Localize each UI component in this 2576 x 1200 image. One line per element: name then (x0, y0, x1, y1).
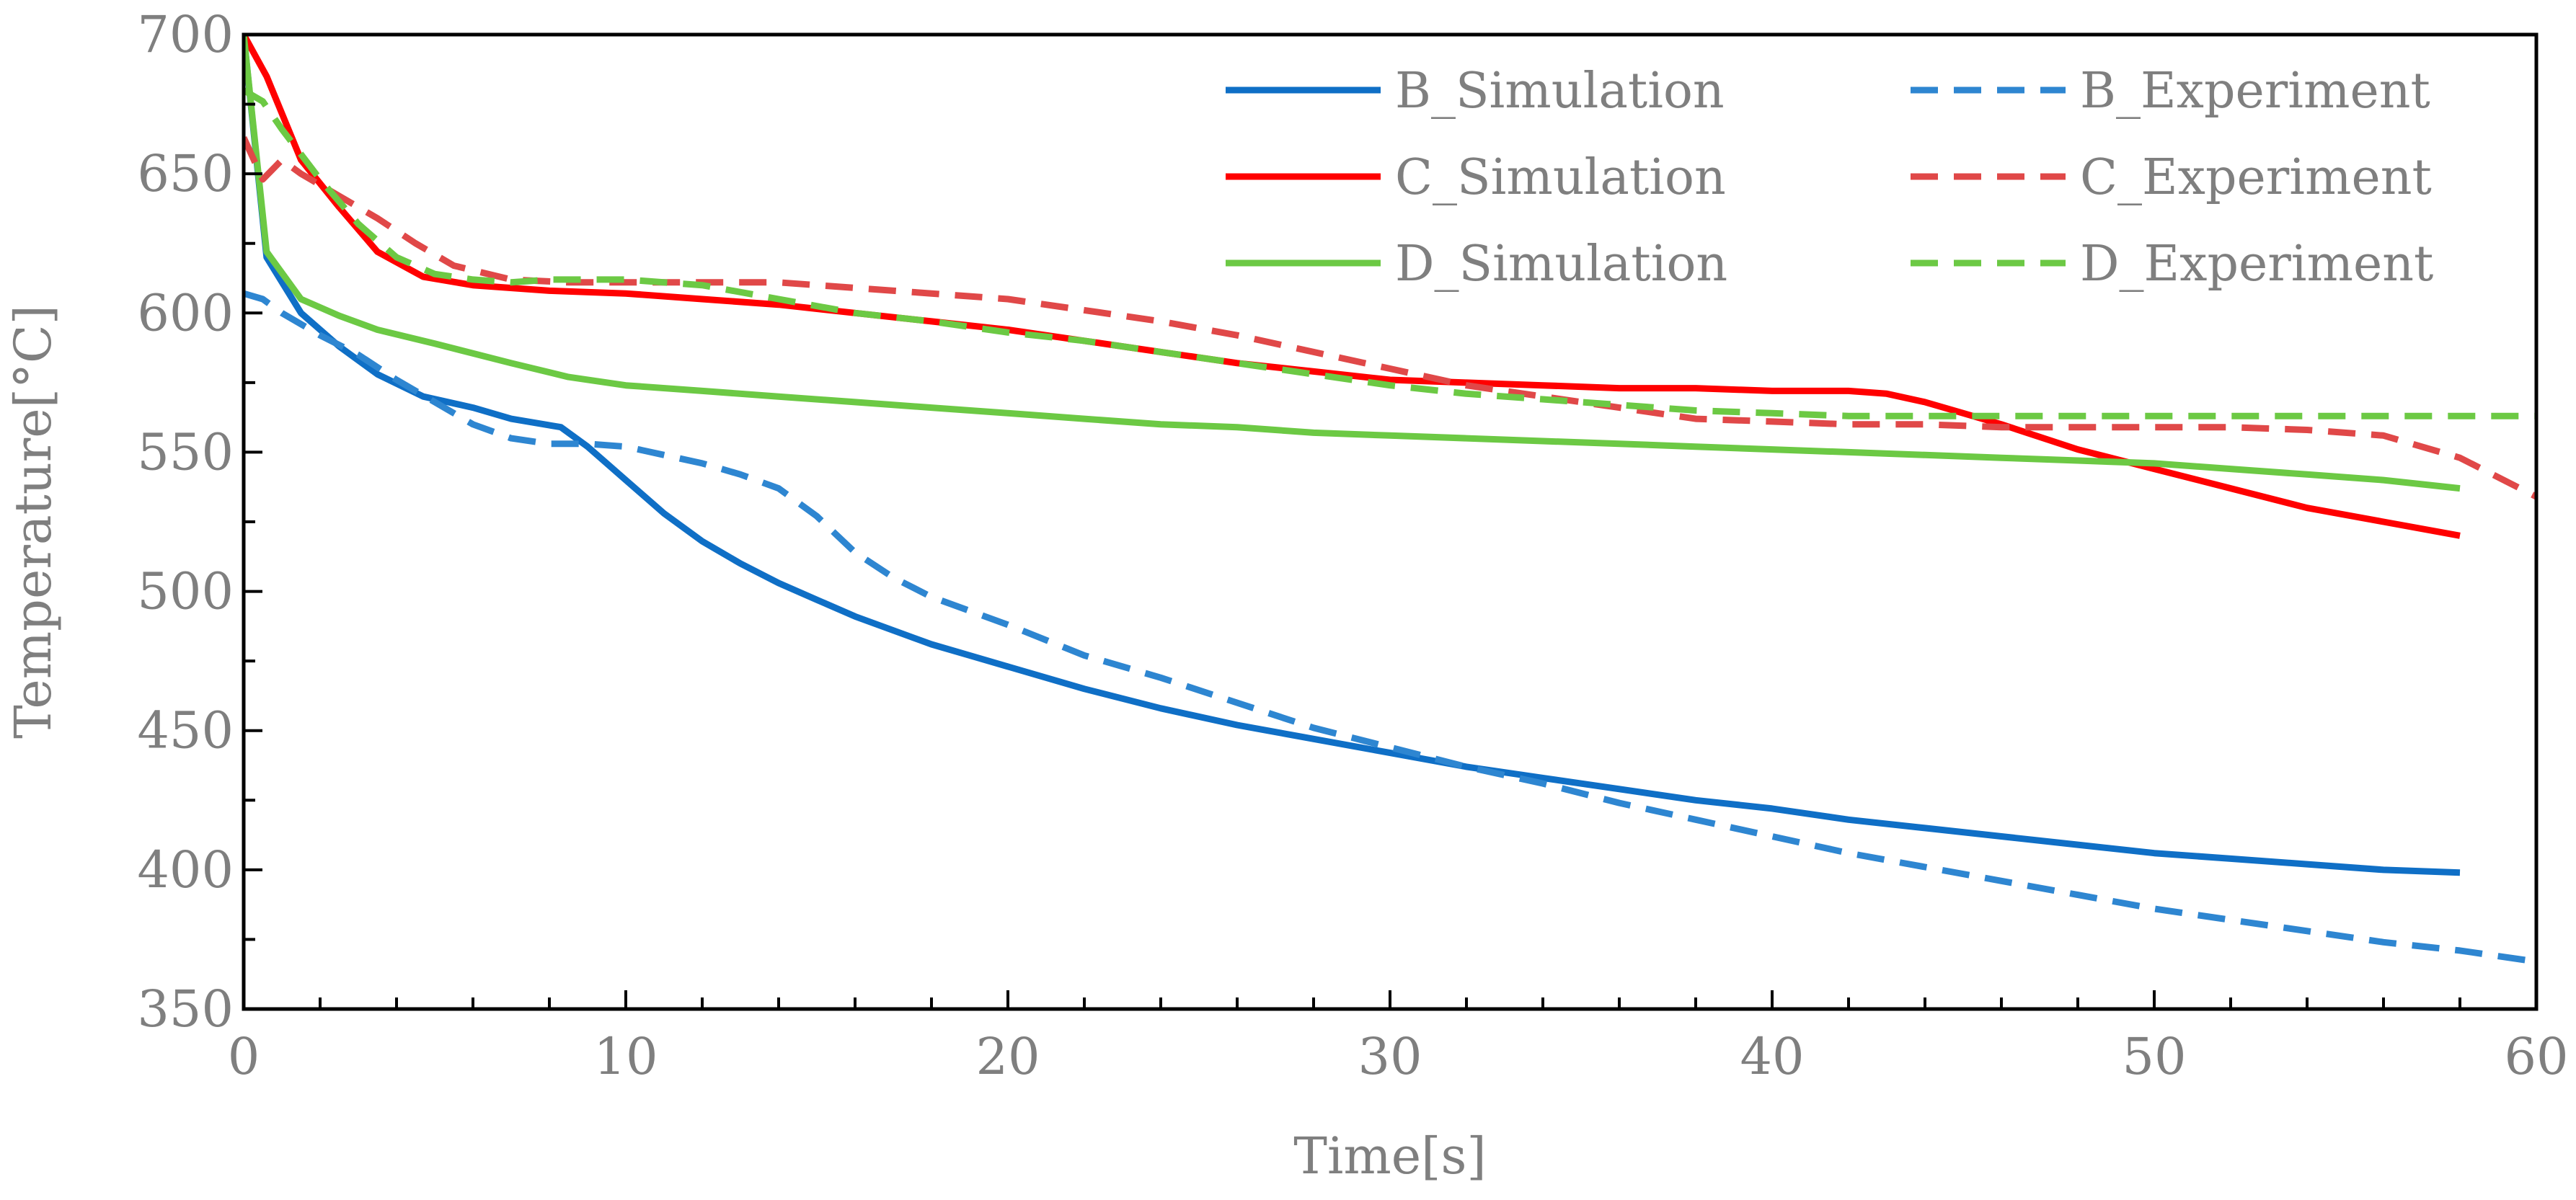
x-tick-label: 20 (975, 1027, 1040, 1086)
legend: B_Simulation C_Simulation D_Simulation B_Ex… (1226, 63, 2433, 293)
legend-label-c-experiment: C_Experiment (2080, 149, 2432, 206)
y-tick-label: 350 (137, 979, 234, 1039)
y-axis-title: Temperature[°C] (4, 305, 63, 739)
legend-label-b-simulation: B_Simulation (1395, 63, 1725, 120)
x-axis-title: Time[s] (1293, 1126, 1486, 1186)
series-line-b-experiment (244, 290, 2537, 965)
x-tick-label: 50 (2122, 1027, 2186, 1086)
x-tick-label: 10 (593, 1027, 658, 1086)
series-line-d-simulation (244, 34, 2461, 492)
series-line-d-experiment (244, 87, 2536, 419)
series-line-b-simulation (244, 34, 2461, 876)
x-tick-label: 30 (1358, 1027, 1422, 1086)
series-line-c-experiment (244, 136, 2538, 500)
axes-layer: 0 10 20 30 40 50 60 350 400 450 500 550 600 650 700 Tim… (4, 5, 2569, 1186)
data-lines-layer (244, 33, 2538, 965)
legend-label-d-simulation: D_Simulation (1395, 236, 1727, 293)
x-tick-label: 60 (2504, 1027, 2568, 1086)
y-tick-label: 700 (137, 5, 234, 64)
x-tick-label: 40 (1740, 1027, 1804, 1086)
y-tick-label: 450 (137, 701, 234, 760)
y-tick-label: 400 (137, 840, 234, 899)
x-tick-label: 0 (228, 1027, 260, 1086)
y-tick-label: 600 (137, 283, 234, 342)
legend-label-b-experiment: B_Experiment (2080, 63, 2430, 120)
legend-label-d-experiment: D_Experiment (2080, 236, 2433, 293)
y-tick-label: 650 (137, 144, 234, 203)
y-tick-label: 500 (137, 562, 234, 621)
legend-label-c-simulation: C_Simulation (1395, 149, 1726, 206)
series-line-c-simulation (244, 33, 2461, 539)
y-tick-label: 550 (137, 422, 234, 481)
